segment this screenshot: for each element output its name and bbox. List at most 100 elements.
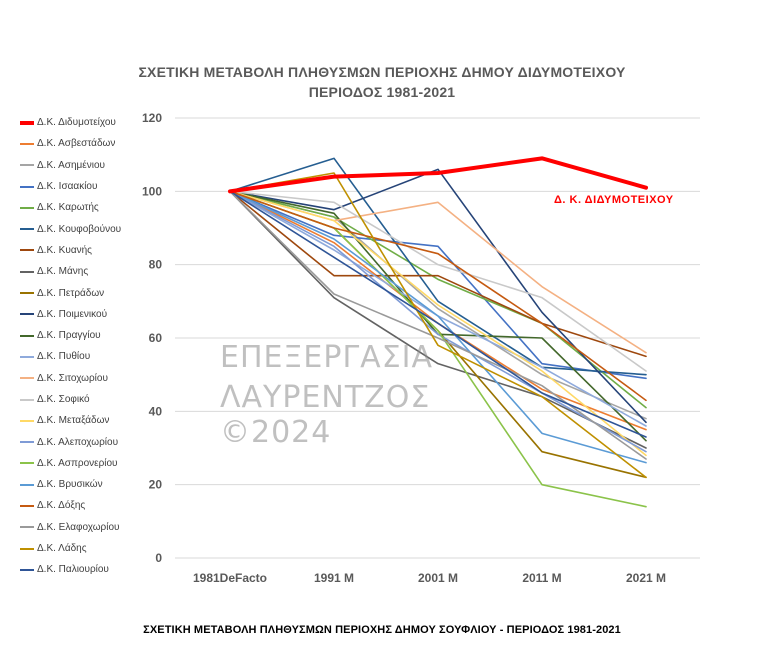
- legend-item: Δ.Κ. Πυθίου: [20, 346, 160, 367]
- legend-swatch: [20, 377, 34, 380]
- legend-label: Δ.Κ. Ισαακίου: [37, 181, 98, 193]
- legend-item: Δ.Κ. Κυανής: [20, 240, 160, 261]
- y-tick-label: 0: [155, 551, 162, 565]
- legend-item: Δ.Κ. Πραγγίου: [20, 325, 160, 346]
- legend-label: Δ.Κ. Κυανής: [37, 244, 92, 256]
- series-line: [229, 190, 647, 457]
- y-tick-label: 80: [149, 258, 163, 272]
- chart-subtitle: ΠΕΡΙΟΔΟΣ 1981-2021: [308, 84, 456, 100]
- legend-label: Δ.Κ. Καρωτής: [37, 202, 99, 214]
- legend-item: Δ.Κ. Ασημένιου: [20, 155, 160, 176]
- legend-label: Δ.Κ. Διδυμοτείχου: [37, 117, 116, 129]
- legend-label: Δ.Κ. Σοφικό: [37, 394, 90, 405]
- legend-item: Δ.Κ. Ασπρονερίου: [20, 453, 160, 474]
- legend-swatch: [20, 142, 34, 145]
- legend-swatch: [20, 334, 34, 337]
- series-line: [229, 157, 647, 376]
- series-line: [229, 190, 647, 409]
- legend-swatch: [20, 292, 34, 295]
- series-line: [229, 190, 647, 460]
- series-line: [229, 190, 647, 449]
- x-tick-label: 2001 M: [418, 571, 458, 585]
- legend-label: Δ.Κ. Πραγγίου: [37, 330, 101, 342]
- legend-swatch: [20, 185, 34, 188]
- legend-item: Δ.Κ. Ασβεστάδων: [20, 133, 160, 154]
- legend-swatch: [20, 483, 34, 486]
- series-line: [229, 190, 647, 358]
- legend-item: Δ.Κ. Ελαφοχωρίου: [20, 517, 160, 538]
- legend-item: Δ.Κ. Ισαακίου: [20, 176, 160, 197]
- legend-label: Δ.Κ. Σιτοχωρίου: [37, 372, 108, 384]
- legend-item: Δ.Κ. Μάνης: [20, 261, 160, 282]
- legend-item: Δ.Κ. Διδυμοτείχου: [20, 112, 160, 133]
- legend-label: Δ.Κ. Μεταξάδων: [37, 415, 110, 427]
- series-line: [229, 190, 647, 402]
- watermark-line-2: ΛΑΥΡΕΝΤΖΟΣ ©2024: [220, 380, 431, 450]
- legend-swatch: [20, 270, 34, 273]
- legend-swatch: [20, 547, 34, 550]
- y-tick-label: 100: [142, 184, 162, 198]
- series-line: [229, 190, 647, 464]
- legend: Δ.Κ. Διδυμοτείχου Δ.Κ. Ασβεστάδων Δ.Κ. Αση…: [20, 112, 160, 581]
- legend-swatch: [20, 462, 34, 465]
- series-line: [229, 172, 647, 479]
- legend-label: Δ.Κ. Παλιουρίου: [37, 564, 109, 576]
- legend-swatch: [20, 504, 34, 507]
- legend-label: Δ.Κ. Ελαφοχωρίου: [37, 521, 120, 533]
- series-line: [229, 190, 647, 453]
- legend-label: Δ.Κ. Πετράδων: [37, 287, 105, 299]
- legend-item: Δ.Κ. Ποιμενικού: [20, 304, 160, 325]
- legend-item: Δ.Κ. Δόξης: [20, 495, 160, 516]
- y-tick-label: 40: [149, 404, 163, 418]
- legend-swatch: [20, 526, 34, 529]
- legend-item: Δ.Κ. Παλιουρίου: [20, 559, 160, 580]
- legend-item: Δ.Κ. Πετράδων: [20, 282, 160, 303]
- legend-swatch: [20, 419, 34, 422]
- legend-label: Δ.Κ. Λάδης: [37, 543, 87, 555]
- legend-item: Δ.Κ. Σοφικό: [20, 389, 160, 410]
- legend-item: Δ.Κ. Αλεποχωρίου: [20, 431, 160, 452]
- legend-label: Δ.Κ. Μάνης: [37, 266, 89, 278]
- series-line: [229, 190, 647, 380]
- legend-swatch: [20, 164, 34, 167]
- legend-swatch: [20, 313, 34, 316]
- y-tick-label: 60: [149, 331, 163, 345]
- x-axis-ticks: 1981DeFacto 1991 M 2001 M 2011 M 2021 M: [193, 571, 666, 585]
- legend-item: Δ.Κ. Μεταξάδων: [20, 410, 160, 431]
- y-tick-label: 120: [142, 111, 162, 125]
- legend-label: Δ.Κ. Κουφοβούνου: [37, 223, 122, 235]
- legend-item: Δ.Κ. Σιτοχωρίου: [20, 368, 160, 389]
- x-tick-label: 2021 M: [626, 571, 666, 585]
- legend-swatch: [20, 228, 34, 231]
- legend-swatch: [20, 568, 34, 571]
- x-tick-label: 2011 M: [522, 571, 561, 585]
- footer-caption: ΣΧΕΤΙΚΗ ΜΕΤΑΒΟΛΗ ΠΛΗΘΥΣΜΩΝ ΠΕΡΙΟΧΗΣ ΔΗΜΟ…: [143, 624, 621, 636]
- series-line: [229, 190, 647, 354]
- legend-label: Δ.Κ. Αλεποχωρίου: [37, 436, 119, 448]
- legend-label: Δ.Κ. Ασημένιου: [37, 159, 106, 171]
- legend-label: Δ.Κ. Δόξης: [37, 500, 86, 512]
- gridlines: [175, 117, 700, 559]
- legend-label: Δ.Κ. Βρυσικών: [37, 479, 103, 491]
- legend-label: Δ.Κ. Ασβεστάδων: [37, 138, 116, 150]
- legend-item: Δ.Κ. Λάδης: [20, 538, 160, 559]
- legend-swatch: [20, 206, 34, 209]
- legend-item: Δ.Κ. Καρωτής: [20, 197, 160, 218]
- legend-label: Δ.Κ. Πυθίου: [37, 351, 91, 363]
- series-line: [228, 156, 648, 194]
- legend-swatch: [20, 398, 34, 401]
- legend-swatch: [20, 249, 34, 252]
- series-line: [229, 190, 647, 372]
- didymoteicho-annotation: Δ. Κ. ΔΙΔΥΜΟΤΕΙΧΟΥ: [554, 194, 674, 206]
- legend-swatch: [20, 441, 34, 444]
- series-line: [229, 190, 647, 438]
- x-tick-label: 1981DeFacto: [193, 571, 267, 585]
- watermark-line-1: ΕΠΕΞΕΡΓΑΣΙΑ: [220, 340, 434, 375]
- chart-title: ΣΧΕΤΙΚΗ ΜΕΤΑΒΟΛΗ ΠΛΗΘΥΣΜΩΝ ΠΕΡΙΟΧΗΣ ΔΗΜΟ…: [138, 64, 626, 80]
- legend-item: Δ.Κ. Βρυσικών: [20, 474, 160, 495]
- legend-label: Δ.Κ. Ποιμενικού: [37, 308, 108, 320]
- x-tick-label: 1991 M: [314, 571, 354, 585]
- series-lines: [228, 156, 648, 508]
- legend-swatch: [20, 120, 34, 125]
